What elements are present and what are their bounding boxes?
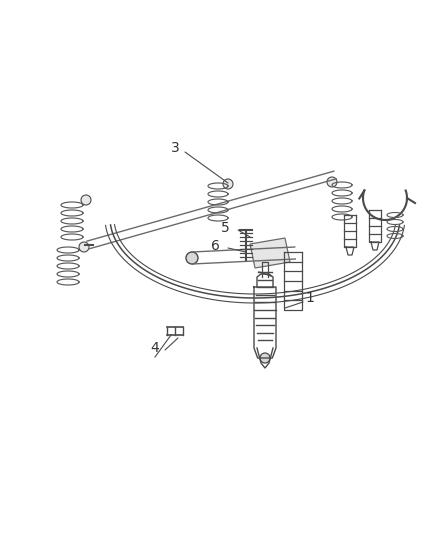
Circle shape	[79, 242, 89, 252]
Polygon shape	[250, 238, 290, 268]
Circle shape	[186, 252, 198, 264]
Text: 1: 1	[306, 291, 314, 305]
Text: 6: 6	[211, 239, 219, 253]
Text: 4: 4	[151, 341, 159, 355]
Text: 5: 5	[221, 221, 230, 235]
Circle shape	[81, 195, 91, 205]
Text: 3: 3	[171, 141, 180, 155]
Circle shape	[223, 179, 233, 189]
Circle shape	[327, 177, 337, 187]
Circle shape	[260, 353, 270, 363]
